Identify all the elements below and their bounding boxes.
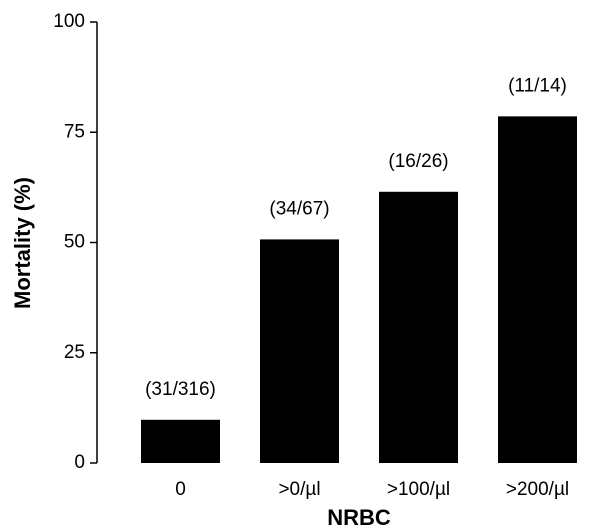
x-tick-label: >0/µl (278, 479, 320, 500)
y-tick-label: 0 (74, 452, 85, 473)
bar (498, 116, 577, 464)
bar-annotation: (34/67) (269, 198, 329, 219)
y-tick-label: 50 (64, 232, 85, 253)
bar-annotation: (31/316) (145, 379, 216, 400)
bar-annotation: (11/14) (508, 75, 567, 96)
x-axis-title: NRBC (327, 505, 391, 530)
y-tick-label: 100 (53, 11, 85, 32)
y-tick-label: 25 (64, 342, 85, 363)
x-tick-label: 0 (175, 479, 186, 500)
bar (141, 419, 220, 463)
y-axis-title: Mortality (%) (10, 177, 35, 309)
x-tick-label: >200/µl (506, 479, 569, 500)
x-tick-label: >100/µl (387, 479, 450, 500)
y-tick-label: 75 (64, 121, 85, 142)
bar (260, 239, 339, 463)
bar-annotation: (16/26) (388, 151, 448, 172)
bar (379, 191, 458, 463)
